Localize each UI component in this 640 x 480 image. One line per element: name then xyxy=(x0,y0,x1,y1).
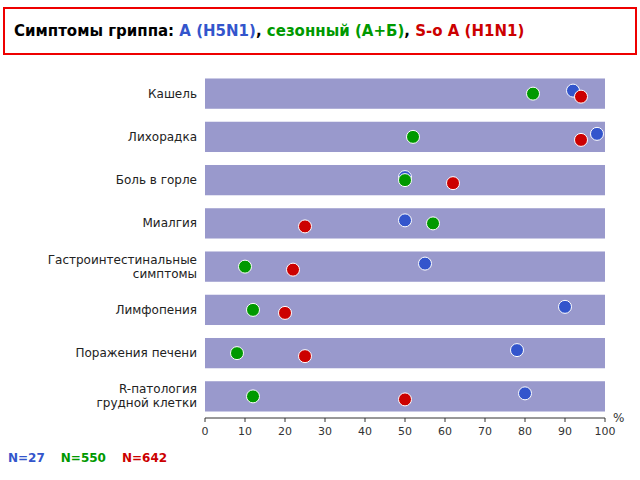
series-name: сезонный (А+Б) xyxy=(267,22,404,40)
category-label: Кашель xyxy=(148,87,197,101)
category-line: Гастроинтестинальные xyxy=(48,253,197,267)
x-tick-label: 10 xyxy=(238,425,252,438)
x-tick xyxy=(325,418,326,422)
category-label: Лихорадка xyxy=(128,130,197,144)
x-tick-label: 0 xyxy=(202,425,209,438)
category-label: R-патологиягрудной клетки xyxy=(97,382,197,410)
dot: сезонный (А+Б): 82 xyxy=(527,87,540,100)
x-tick-label: 100 xyxy=(595,425,616,438)
category-line: Миалгия xyxy=(143,216,198,230)
x-tick-label: 90 xyxy=(558,425,572,438)
dot: А (H5N1): 80 xyxy=(519,387,532,400)
x-tick-label: 40 xyxy=(358,425,372,438)
dot: сезонный (А+Б): 52 xyxy=(407,130,420,143)
band xyxy=(205,251,605,281)
dot: сезонный (А+Б): 50 xyxy=(399,174,412,187)
chart: Симптомы гриппа: А (H5N1), сезонный (А+Б… xyxy=(0,0,640,480)
dot: А (H5N1): 78 xyxy=(511,344,524,357)
x-tick-label: 70 xyxy=(478,425,492,438)
annotation: N=642 xyxy=(122,451,167,465)
category-label: Гастроинтестинальныесимптомы xyxy=(48,253,197,281)
title-part: Симптомы гриппа: xyxy=(14,22,179,40)
dot: S-о А (H1N1): 25 xyxy=(299,220,312,233)
annotation: N=27 xyxy=(8,451,45,465)
category-label: Лимфопения xyxy=(115,303,197,317)
band xyxy=(205,122,605,152)
band xyxy=(205,165,605,195)
category-line: грудной клетки xyxy=(97,396,197,410)
category-line: симптомы xyxy=(133,267,197,281)
x-tick-label: 50 xyxy=(398,425,412,438)
category-line: Лихорадка xyxy=(128,130,197,144)
dot: сезонный (А+Б): 12 xyxy=(247,303,260,316)
x-tick xyxy=(525,418,526,422)
category-line: Лимфопения xyxy=(115,303,197,317)
x-tick xyxy=(405,418,406,422)
x-axis-label: % xyxy=(613,411,624,425)
dot: А (H5N1): 55 xyxy=(419,257,432,270)
x-tick xyxy=(485,418,486,422)
category-label: Миалгия xyxy=(143,216,198,230)
category-line: R-патология xyxy=(119,382,197,396)
dot: А (H5N1): 50 xyxy=(399,214,412,227)
x-tick xyxy=(605,418,606,422)
band xyxy=(205,295,605,325)
x-tick xyxy=(365,418,366,422)
dot: S-о А (H1N1): 94 xyxy=(575,90,588,103)
dot: S-о А (H1N1): 20 xyxy=(279,306,292,319)
x-tick-label: 30 xyxy=(318,425,332,438)
dot: сезонный (А+Б): 10 xyxy=(239,260,252,273)
x-tick xyxy=(445,418,446,422)
dot: сезонный (А+Б): 8 xyxy=(231,347,244,360)
x-tick-label: 80 xyxy=(518,425,532,438)
plot-area: А (H5N1): 92А (H5N1): 98А (H5N1): 50А (H… xyxy=(205,78,605,411)
dot: А (H5N1): 90 xyxy=(559,300,572,313)
x-tick xyxy=(565,418,566,422)
band xyxy=(205,338,605,368)
band xyxy=(205,208,605,238)
dot: S-о А (H1N1): 94 xyxy=(575,133,588,146)
dot: А (H5N1): 98 xyxy=(591,127,604,140)
annotation: N=550 xyxy=(61,451,106,465)
title: Симптомы гриппа: А (H5N1), сезонный (А+Б… xyxy=(14,22,524,40)
x-tick xyxy=(245,418,246,422)
series-name: S-о А (H1N1) xyxy=(415,22,524,40)
category-label: Боль в горле xyxy=(116,173,197,187)
x-tick xyxy=(205,418,206,422)
category-label: Поражения печени xyxy=(75,346,197,360)
band xyxy=(205,381,605,411)
category-line: Боль в горле xyxy=(116,173,197,187)
dot: S-о А (H1N1): 25 xyxy=(299,350,312,363)
dot: сезонный (А+Б): 12 xyxy=(247,390,260,403)
x-tick xyxy=(285,418,286,422)
dot: S-о А (H1N1): 62 xyxy=(447,177,460,190)
category-line: Кашель xyxy=(148,87,197,101)
category-line: Поражения печени xyxy=(75,346,197,360)
x-tick-label: 60 xyxy=(438,425,452,438)
dot: S-о А (H1N1): 22 xyxy=(287,263,300,276)
dot: сезонный (А+Б): 57 xyxy=(427,217,440,230)
title-part: , xyxy=(256,22,267,40)
title-part: , xyxy=(404,22,415,40)
x-tick-label: 20 xyxy=(278,425,292,438)
series-name: А (H5N1) xyxy=(179,22,256,40)
title-box xyxy=(4,8,636,54)
dot: S-о А (H1N1): 50 xyxy=(399,393,412,406)
band xyxy=(205,78,605,108)
